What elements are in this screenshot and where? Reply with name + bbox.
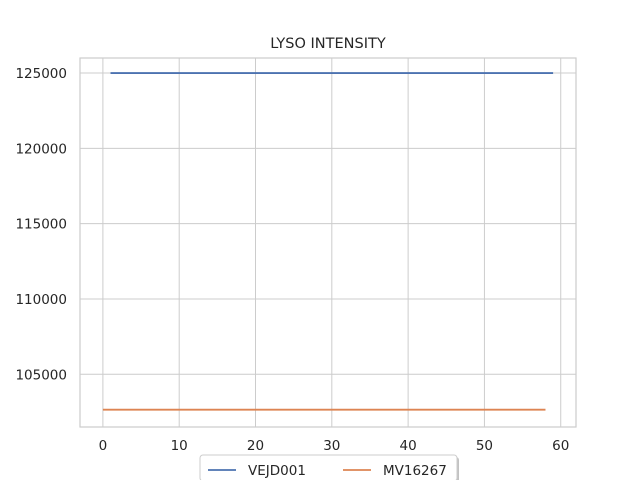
y-tick-label: 125000	[15, 66, 67, 82]
series-lines	[102, 72, 554, 411]
x-tick-label: 20	[247, 438, 264, 454]
plot-area-frame	[79, 57, 577, 428]
grid-lines	[80, 58, 576, 427]
y-tick-label: 115000	[15, 217, 67, 233]
legend-box	[199, 454, 458, 480]
x-tick-label: 50	[476, 438, 493, 454]
x-tick-label: 0	[99, 438, 108, 454]
legend: VEJD001 MV16267	[199, 454, 459, 480]
legend-label: VEJD001	[248, 463, 306, 479]
x-tick-label: 30	[323, 438, 340, 454]
y-tick-label: 120000	[15, 141, 67, 157]
y-tick-label: 105000	[15, 367, 67, 383]
legend-label: MV16267	[383, 463, 447, 479]
chart-title: LYSO INTENSITY	[270, 36, 386, 52]
y-tick-label: 110000	[15, 292, 67, 308]
x-tick-label: 40	[400, 438, 417, 454]
tick-labels: 0 10 20 30 40 50 60 105000 110000 115000 120000 125…	[15, 66, 569, 454]
x-tick-label: 60	[552, 438, 569, 454]
x-tick-label: 10	[171, 438, 188, 454]
